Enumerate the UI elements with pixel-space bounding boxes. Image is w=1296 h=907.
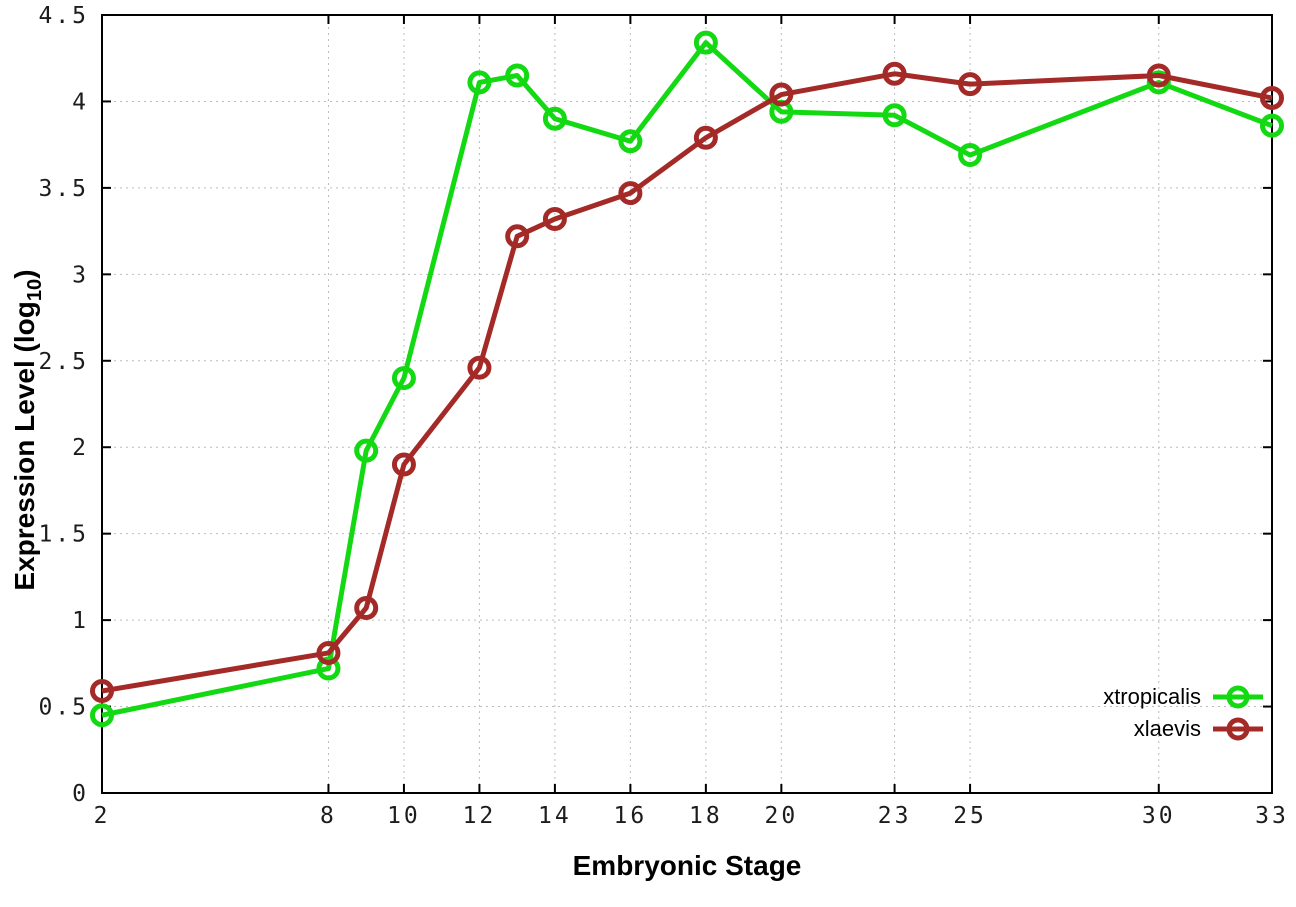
x-tick-label: 10 <box>387 803 421 829</box>
y-tick-label: 0.5 <box>38 695 89 721</box>
data-point-xlaevis <box>467 355 492 380</box>
y-tick-label: 1.5 <box>38 522 89 548</box>
data-point-xlaevis <box>354 596 379 621</box>
y-tick-label: 0 <box>72 781 89 807</box>
series-line-xlaevis <box>101 71 1273 694</box>
legend-label-xtropicalis: xtropicalis <box>1103 684 1201 709</box>
legend-point-sample <box>1226 685 1250 709</box>
y-axis-title-subscript: 10 <box>23 278 46 302</box>
data-point-xtropicalis <box>316 656 341 681</box>
legend-point-sample <box>1226 717 1250 741</box>
data-point-xtropicalis <box>882 103 907 128</box>
x-tick-label: 33 <box>1255 803 1289 829</box>
x-axis-title: Embryonic Stage <box>572 850 802 881</box>
data-point-xlaevis <box>958 72 983 97</box>
y-tick-label: 3 <box>72 262 89 288</box>
legend-marker-xtropicalis-icon <box>1213 685 1263 709</box>
data-point-xtropicalis <box>958 143 983 168</box>
data-point-xtropicalis <box>542 106 567 131</box>
x-tick-label: 18 <box>689 803 723 829</box>
data-point-xlaevis <box>316 640 341 665</box>
y-tick-label: 2 <box>72 435 89 461</box>
legend-item-xlaevis: xlaevis <box>1103 715 1263 743</box>
x-tick-label: 20 <box>765 803 799 829</box>
legend-label-xlaevis: xlaevis <box>1133 716 1201 741</box>
legend-marker-xlaevis-icon <box>1213 717 1263 741</box>
x-tick-label: 30 <box>1142 803 1176 829</box>
data-point-xlaevis <box>769 82 794 107</box>
x-tick-label: 25 <box>953 803 987 829</box>
x-tick-label: 23 <box>878 803 912 829</box>
data-point-xlaevis <box>1260 85 1284 110</box>
y-tick-label: 4 <box>72 89 89 115</box>
x-tick-label: 16 <box>614 803 648 829</box>
data-point-xtropicalis <box>391 366 416 391</box>
data-point-xlaevis <box>1146 63 1171 88</box>
data-point-xtropicalis <box>90 703 114 728</box>
legend: xtropicalis xlaevis <box>1103 683 1263 743</box>
x-tick-label: 12 <box>463 803 497 829</box>
series-line-xtropicalis <box>101 40 1273 718</box>
data-point-xtropicalis <box>467 70 492 95</box>
data-point-xlaevis <box>90 678 114 703</box>
y-axis-title-close: ) <box>9 269 41 279</box>
x-tick-label: 2 <box>94 803 111 829</box>
legend-item-xtropicalis: xtropicalis <box>1103 683 1263 711</box>
data-point-xlaevis <box>391 452 416 477</box>
data-point-xtropicalis <box>505 63 530 88</box>
data-point-xlaevis <box>618 181 643 206</box>
data-point-xlaevis <box>882 61 907 86</box>
y-tick-label: 2.5 <box>38 349 89 375</box>
y-axis-title-text: Expression Level (log <box>9 301 41 591</box>
data-point-xlaevis <box>505 224 530 249</box>
y-axis-title: Expression Level (log10) <box>9 269 47 590</box>
data-point-xtropicalis <box>1260 113 1284 138</box>
data-point-xtropicalis <box>354 438 379 463</box>
x-tick-label: 8 <box>320 803 337 829</box>
plot-border <box>101 14 1273 794</box>
y-tick-label: 4.5 <box>38 3 89 29</box>
data-point-xlaevis <box>542 207 567 232</box>
x-tick-label: 14 <box>538 803 572 829</box>
data-point-xlaevis <box>693 125 718 150</box>
data-point-xtropicalis <box>618 129 643 154</box>
y-tick-label: 1 <box>72 608 89 634</box>
data-point-xtropicalis <box>693 30 718 55</box>
y-tick-label: 3.5 <box>38 176 89 202</box>
